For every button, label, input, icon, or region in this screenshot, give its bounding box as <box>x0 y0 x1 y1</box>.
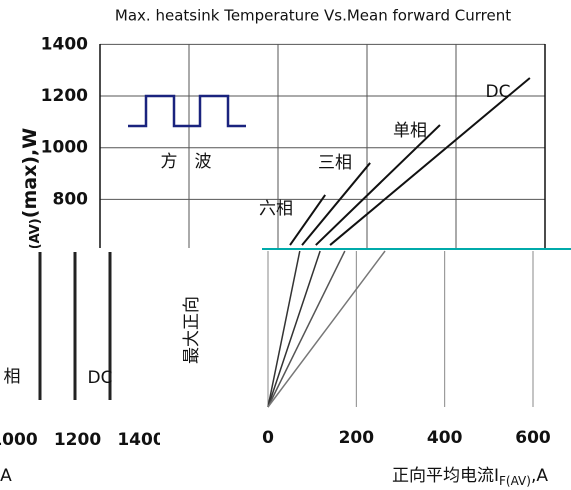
series-label: DC <box>486 82 511 102</box>
series-label: 三相 <box>318 153 352 173</box>
y-label-rest: (max),W <box>19 128 41 218</box>
fragment-label: 相 <box>4 367 21 387</box>
series-label: 单相 <box>393 121 427 141</box>
y-tick-label: 1400 <box>41 34 88 54</box>
inset-y-label: 最大正向 <box>182 296 202 364</box>
series-line <box>267 250 386 408</box>
x-tick-label: 1400 <box>117 430 164 450</box>
chart-title: Max. heatsink Temperature Vs.Mean forwar… <box>115 7 511 25</box>
fragment-label: DC <box>88 368 113 388</box>
y-tick-label: 1000 <box>41 138 88 158</box>
overlay-cover <box>0 248 571 490</box>
x-tick-label: 600 <box>515 428 551 448</box>
x-tick-label: 0 <box>262 428 274 448</box>
wave-label: 方 波 <box>161 152 212 172</box>
series-line <box>267 250 346 408</box>
x-tick-label: 400 <box>427 428 463 448</box>
series-line <box>267 250 321 408</box>
series-line <box>289 194 326 246</box>
series-label: 六相 <box>259 199 293 219</box>
series-line <box>329 77 531 246</box>
series-line <box>301 162 371 246</box>
x-label-main: 正向平均电流I <box>392 466 499 486</box>
x-label-sub: F(AV) <box>499 474 531 488</box>
inset-x-label: 正向平均电流IF(AV),A <box>392 466 548 488</box>
fragment-plot: 1000 1200 1400 相 DC A <box>0 252 164 486</box>
y-tick-label: 800 <box>53 189 89 209</box>
y-tick-label: 1200 <box>41 86 88 106</box>
inset-plot: 02004006000200400600 <box>262 248 571 448</box>
series-line <box>267 250 301 408</box>
fragment-label: A <box>0 466 12 486</box>
x-tick-label: 1000 <box>0 430 38 450</box>
x-tick-label: 1200 <box>54 430 101 450</box>
x-label-rest: ,A <box>531 466 548 486</box>
series-line <box>315 124 441 246</box>
x-tick-label: 200 <box>339 428 375 448</box>
square-wave-icon <box>128 94 246 128</box>
